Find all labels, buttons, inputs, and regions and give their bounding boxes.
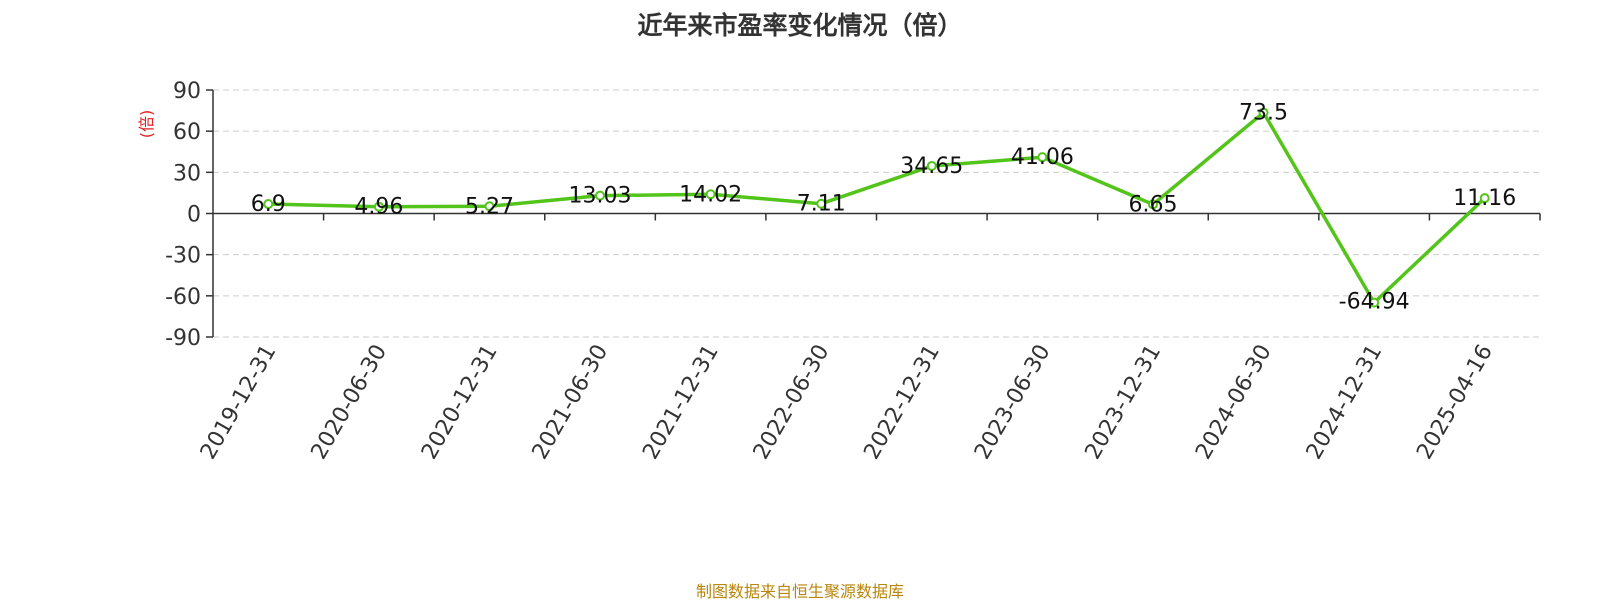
data-label: 34.65 [900, 154, 963, 179]
data-labels: 6.9 4.96 5.27 13.03 14.02 7.11 34.65 41.06 6.65 7… [251, 101, 1516, 315]
x-tick-label: 2020-06-30 [306, 341, 392, 464]
data-label: 14.02 [679, 182, 742, 207]
x-tick-label: 2023-12-31 [1081, 341, 1167, 464]
series-pe-ratio [268, 110, 1486, 305]
data-point [484, 201, 495, 212]
data-point [1479, 193, 1490, 204]
y-axis-label: (倍) [137, 110, 156, 139]
data-label: 6.9 [251, 192, 286, 217]
y-tick-label: 60 [173, 120, 201, 145]
source-note: 制图数据来自恒生聚源数据库 [695, 582, 904, 601]
data-label: 5.27 [465, 194, 514, 219]
y-tick-label: -60 [165, 285, 201, 310]
data-label: 4.96 [354, 195, 403, 220]
data-label: 41.06 [1011, 145, 1074, 170]
y-tick-label: -90 [165, 326, 201, 351]
x-tick-label: 2021-06-30 [528, 341, 614, 464]
x-ticks: 2019-12-31 2020-06-30 2020-12-31 2021-06-30… [196, 213, 1541, 464]
data-label: 7.11 [797, 192, 846, 217]
data-point [373, 201, 384, 212]
x-tick-label: 2019-12-31 [196, 341, 282, 464]
data-label: 13.03 [569, 184, 632, 209]
data-point [1258, 107, 1269, 118]
data-point [1037, 152, 1048, 163]
data-label: 11.16 [1453, 186, 1516, 211]
data-points [263, 107, 1490, 308]
grid-lines [213, 89, 1540, 338]
data-point [816, 198, 827, 209]
y-tick-label: -30 [165, 244, 201, 269]
x-tick-label: 2021-12-31 [638, 341, 724, 464]
x-tick-label: 2022-06-30 [749, 341, 835, 464]
data-point [926, 160, 937, 171]
data-label: 73.5 [1239, 101, 1288, 126]
x-tick-label: 2023-06-30 [970, 341, 1056, 464]
data-point [1369, 297, 1380, 308]
chart-title: 近年来市盈率变化情况（倍） [637, 11, 963, 40]
y-tick-label: 0 [187, 203, 201, 228]
x-tick-label: 2022-12-31 [859, 341, 945, 464]
data-point [1147, 199, 1158, 210]
data-point [705, 189, 716, 200]
data-point [263, 199, 274, 210]
series-line [268, 110, 1486, 305]
y-tick-label: 90 [173, 79, 201, 104]
data-label: -64.94 [1339, 290, 1410, 315]
x-tick-label: 2020-12-31 [417, 341, 503, 464]
y-ticks: 90 60 30 0 -30 -60 -90 [165, 79, 213, 351]
x-tick-label: 2025-04-16 [1412, 341, 1498, 464]
y-tick-label: 30 [173, 161, 201, 186]
x-tick-label: 2024-06-30 [1191, 341, 1277, 464]
data-point [595, 190, 606, 201]
x-tick-label: 2024-12-31 [1302, 341, 1388, 464]
data-label: 6.65 [1128, 192, 1177, 217]
